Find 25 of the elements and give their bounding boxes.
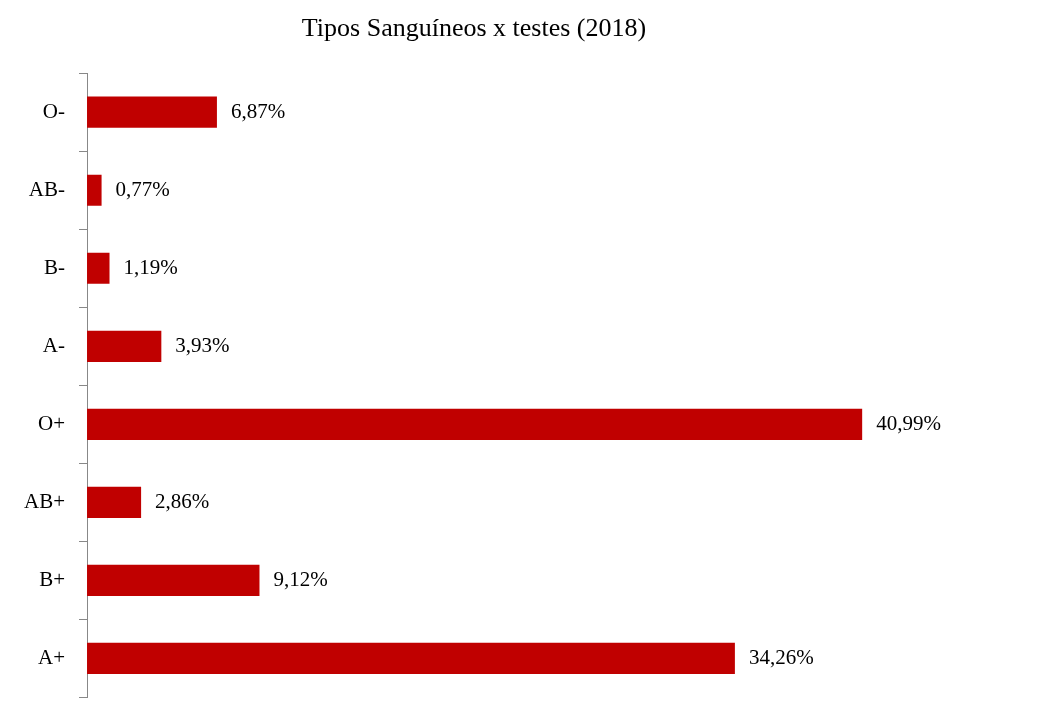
y-tick-label: A+ bbox=[38, 644, 66, 669]
y-tick-label: AB+ bbox=[24, 488, 66, 513]
data-label: 1,19% bbox=[123, 254, 178, 279]
y-tick-label: B+ bbox=[39, 566, 66, 591]
bar bbox=[87, 96, 217, 128]
bar bbox=[87, 174, 102, 206]
bar bbox=[87, 408, 863, 440]
bar bbox=[87, 642, 735, 674]
data-label: 40,99% bbox=[876, 410, 941, 435]
data-label: 9,12% bbox=[273, 566, 328, 591]
y-tick-label: O- bbox=[42, 98, 66, 123]
chart-title: Tipos Sanguíneos x testes (2018) bbox=[301, 13, 647, 43]
bar bbox=[87, 564, 260, 596]
bar bbox=[87, 330, 162, 362]
data-label: 34,26% bbox=[748, 644, 814, 669]
y-tick-label: A- bbox=[42, 332, 66, 357]
y-tick-label: AB- bbox=[28, 176, 66, 201]
y-tick-label: O+ bbox=[38, 410, 66, 435]
y-tick-label: B- bbox=[44, 254, 66, 279]
data-label: 3,93% bbox=[175, 332, 230, 357]
data-label: 2,86% bbox=[155, 488, 210, 513]
data-label: 0,77% bbox=[115, 176, 170, 201]
data-label: 6,87% bbox=[230, 98, 286, 123]
bar bbox=[87, 486, 142, 518]
bar bbox=[87, 252, 110, 284]
